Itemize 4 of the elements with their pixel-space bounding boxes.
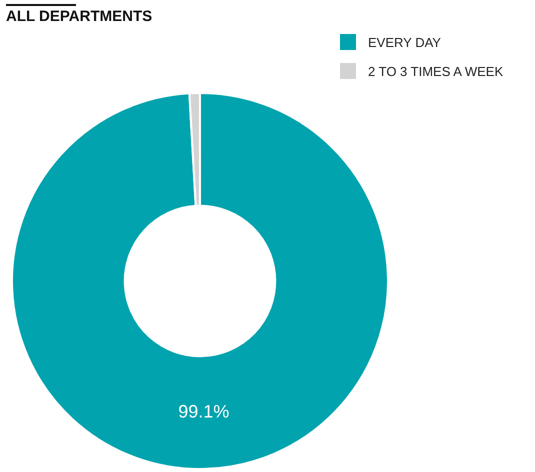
data-label: 99.1%	[178, 402, 230, 422]
legend-label: EVERY DAY	[368, 34, 441, 50]
legend-label: 2 TO 3 TIMES A WEEK	[368, 64, 504, 78]
chart-title: ALL DEPARTMENTS	[6, 8, 152, 25]
